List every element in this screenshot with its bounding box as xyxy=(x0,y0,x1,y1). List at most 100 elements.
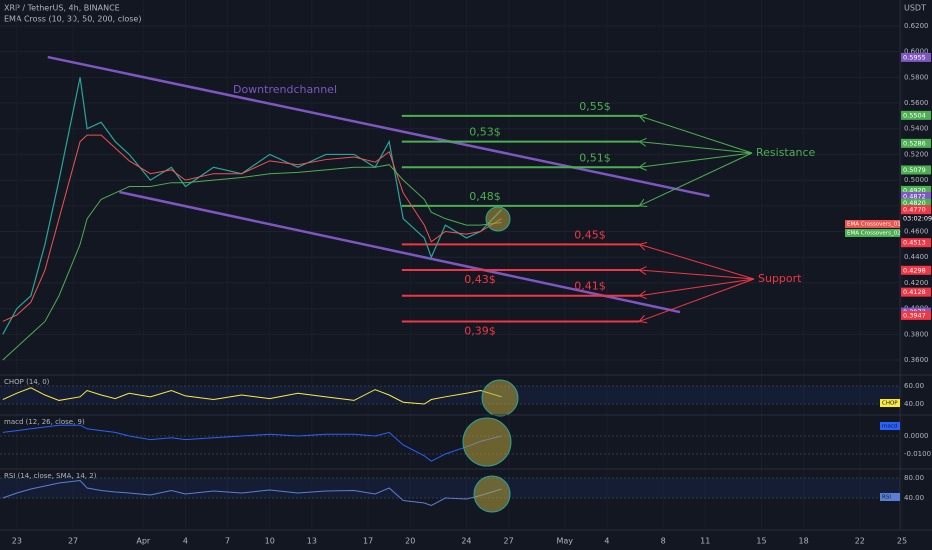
x-tick-label: 4 xyxy=(183,537,188,546)
price-badge-label: 0.4513 xyxy=(903,239,926,247)
price-badge xyxy=(901,238,931,248)
x-tick-label: 27 xyxy=(503,537,513,546)
arrow-line xyxy=(639,152,753,207)
x-tick-label: Apr xyxy=(136,537,151,546)
pane-badge xyxy=(880,399,900,408)
y-tick-label: 0.4600 xyxy=(904,228,929,236)
arrowhead xyxy=(638,290,647,300)
price-badge xyxy=(901,287,931,297)
series-badge xyxy=(845,220,900,228)
pane-badge xyxy=(880,422,900,430)
price-badge-label: 0.4298 xyxy=(903,266,926,274)
arrow-line xyxy=(639,243,755,280)
y-tick-label: 0.4200 xyxy=(904,279,929,287)
price-badge xyxy=(901,310,931,320)
y-tick-label: 40.00 xyxy=(904,400,924,408)
price-badge-label: 0.4920 xyxy=(903,186,926,194)
price-badge xyxy=(901,205,931,215)
x-tick-label: 24 xyxy=(461,537,471,546)
arrowhead xyxy=(638,266,647,275)
series-badge-label: EMA Crossovers_01 xyxy=(847,222,901,228)
price-line xyxy=(2,164,502,361)
y-tick-label: -0.0100 xyxy=(904,450,931,458)
y-tick-label: 0.4400 xyxy=(904,253,929,261)
countdown: 03:02:09 xyxy=(903,215,932,223)
indicator-line xyxy=(2,387,502,405)
y-tick-label: 0.0000 xyxy=(904,432,929,440)
level-label: 0,43$ xyxy=(464,273,496,286)
highlight xyxy=(462,417,512,467)
price-line xyxy=(2,134,502,322)
chart-title: XRP / TetherUS, 4h, BINANCE xyxy=(4,4,120,13)
x-tick-label: 13 xyxy=(307,537,317,546)
y-tick-label: 0.6200 xyxy=(904,22,929,30)
price-badge xyxy=(901,192,931,202)
level-label: 0,55$ xyxy=(579,100,611,113)
level-label: 0,53$ xyxy=(469,126,501,139)
x-tick-label: 10 xyxy=(265,537,275,546)
arrowhead xyxy=(638,242,648,251)
annotation-label: Support xyxy=(758,272,802,285)
price-badge-label: 0.4872 xyxy=(903,193,926,201)
pane-band xyxy=(0,386,900,405)
arrow-line xyxy=(639,152,753,168)
y-tick-label: 40.00 xyxy=(904,494,924,502)
price-badge-label: 0.4770 xyxy=(903,206,926,214)
pane-band xyxy=(0,478,900,498)
x-tick-label: 25 xyxy=(897,537,907,546)
x-tick-label: 27 xyxy=(68,537,78,546)
arrowhead xyxy=(638,314,648,324)
x-tick-label: 17 xyxy=(363,537,373,546)
series-badge-label: EMA Crossovers_02 xyxy=(847,231,901,237)
price-badge-label: 0.5286 xyxy=(903,139,926,147)
x-tick-label: 20 xyxy=(405,537,415,546)
y-tick-label: 0.5200 xyxy=(904,150,929,158)
channel-line xyxy=(47,55,710,198)
highlight xyxy=(481,379,519,417)
x-tick-label: 23 xyxy=(12,537,22,546)
y-tick-label: 0.6000 xyxy=(904,48,929,56)
arrow-line xyxy=(639,278,755,322)
price-badge-label: 0.4820 xyxy=(903,199,926,207)
highlight xyxy=(473,475,511,513)
indicator-line xyxy=(2,479,502,507)
pane-title: CHOP (14, 0) xyxy=(4,378,50,386)
pane-badge xyxy=(880,493,900,501)
pane-badge-label: CHOP xyxy=(882,401,898,407)
x-tick-label: 4 xyxy=(604,537,609,546)
arrow-line xyxy=(639,269,755,280)
y-tick-label: 80.00 xyxy=(904,474,924,482)
price-badge xyxy=(901,110,931,120)
annotation-label: Resistance xyxy=(756,146,816,159)
y-tick-label: 0.3600 xyxy=(904,356,929,364)
pane-badge-label: macd xyxy=(882,424,897,430)
price-badge-label: 0.5504 xyxy=(903,111,926,119)
arrow-line xyxy=(639,115,753,154)
highlight xyxy=(485,206,511,232)
x-tick-label: 18 xyxy=(799,537,809,546)
price-badge xyxy=(901,165,931,175)
arrow-line xyxy=(639,141,753,154)
price-line xyxy=(2,77,502,335)
channel-label: Downtrendchannel xyxy=(233,83,337,96)
level-label: 0,41$ xyxy=(574,280,606,293)
pane-badge-label: RSI xyxy=(882,495,891,501)
arrowhead xyxy=(638,137,647,147)
x-tick-label: 22 xyxy=(855,537,865,546)
x-tick-label: 15 xyxy=(756,537,766,546)
level-label: 0,39$ xyxy=(464,324,496,337)
y-tick-label: 0.5400 xyxy=(904,125,929,133)
price-badge-label: 0.4128 xyxy=(903,288,926,296)
level-label: 0,51$ xyxy=(579,151,611,164)
x-tick-label: 8 xyxy=(661,537,666,546)
axis-unit: USDT xyxy=(904,4,926,13)
arrowhead xyxy=(638,113,648,123)
level-label: 0,48$ xyxy=(469,190,501,203)
y-tick-label: 0.3800 xyxy=(904,330,929,338)
y-tick-label: 60.00 xyxy=(904,382,924,390)
pane-title: macd (12, 26, close, 9) xyxy=(4,418,85,426)
x-tick-label: 11 xyxy=(700,537,710,546)
x-tick-label: May xyxy=(557,537,574,546)
arrowhead xyxy=(638,198,648,207)
